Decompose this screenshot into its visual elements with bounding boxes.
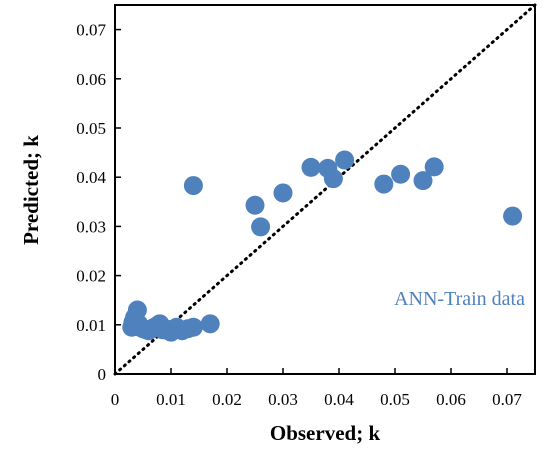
y-tick-label: 0.05 <box>76 119 106 138</box>
y-axis-title: Predicted; k <box>19 135 43 245</box>
data-point <box>391 165 410 184</box>
annotation-label: ANN-Train data <box>394 288 525 310</box>
data-point <box>274 183 293 202</box>
x-axis-title: Observed; k <box>270 421 381 445</box>
y-tick-label: 0.01 <box>76 316 106 335</box>
data-point <box>503 207 522 226</box>
data-point <box>425 157 444 176</box>
x-tick-label: 0.07 <box>492 390 522 409</box>
y-tick-label: 0.02 <box>76 267 106 286</box>
y-tick-label: 0.07 <box>76 21 106 40</box>
data-point <box>335 150 354 169</box>
data-point <box>374 175 393 194</box>
x-tick-label: 0.05 <box>380 390 410 409</box>
data-point <box>246 196 265 215</box>
data-point <box>251 217 270 236</box>
data-points <box>122 150 522 341</box>
y-tick-label: 0.03 <box>76 217 106 236</box>
data-point <box>184 176 203 195</box>
x-tick-label: 0.04 <box>324 390 354 409</box>
data-point <box>201 314 220 333</box>
y-tick-label: 0.04 <box>76 168 106 187</box>
x-tick-label: 0.02 <box>212 390 242 409</box>
data-point <box>302 158 321 177</box>
y-tick-label: 0 <box>98 365 107 384</box>
data-point <box>324 169 343 188</box>
x-tick-label: 0 <box>111 390 120 409</box>
x-tick-label: 0.06 <box>436 390 466 409</box>
y-tick-label: 0.06 <box>76 70 106 89</box>
x-tick-label: 0.03 <box>268 390 298 409</box>
data-point <box>184 318 203 337</box>
x-tick-label: 0.01 <box>156 390 186 409</box>
